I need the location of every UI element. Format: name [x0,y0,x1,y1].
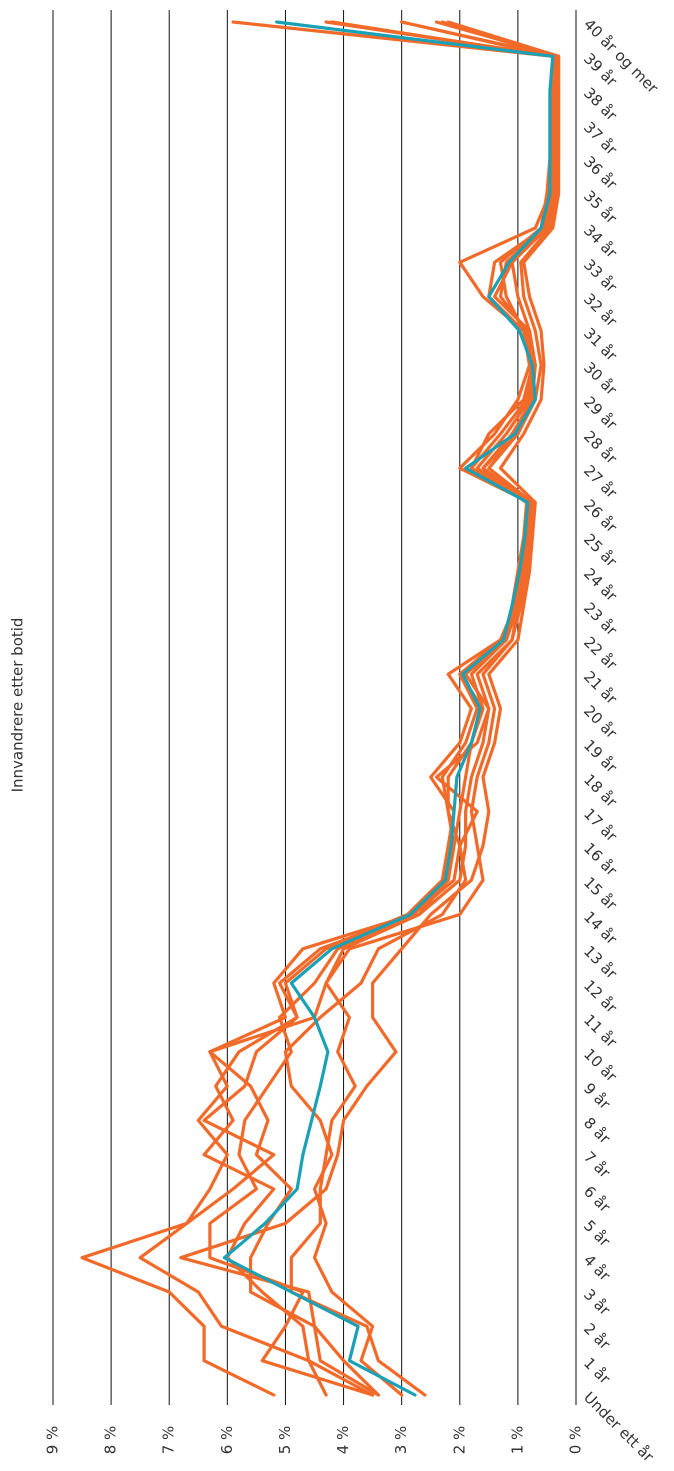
y-tick-label: 2 % [450,1426,468,1455]
x-tick-label: 8 år [580,1114,614,1148]
y-tick-label: 0 % [567,1426,585,1455]
x-tick-label: 21 år [580,667,621,708]
x-tick-label: 27 år [580,462,621,503]
x-tick-label: 23 år [580,599,621,640]
x-tick-label: 28 år [580,427,621,468]
x-tick-label: 5 år [580,1217,614,1251]
y-tick-label: 5 % [276,1426,294,1455]
series-line [208,20,558,1397]
y-tick-label: 3 % [392,1426,410,1455]
x-tick-label: 16 år [580,839,621,880]
y-tick-label: 6 % [218,1426,236,1455]
x-tick-label: 30 år [580,359,621,400]
x-tick-label: 29 år [580,393,621,434]
series-line [179,20,561,1397]
x-tick-label: 13 år [580,942,621,983]
series-line [202,20,555,1397]
x-tick-label: 33 år [580,256,621,297]
chart-title: Innvandrere etter botid [9,618,27,793]
x-tick-label: 32 år [580,290,621,331]
x-tick-label: 6 år [580,1182,614,1216]
series-line [222,20,555,1397]
x-tick-label: 14 år [580,908,621,949]
x-tick-label: 37 år [580,118,621,159]
x-tick-label: 12 år [580,976,621,1017]
y-tick-label: 9 % [44,1426,62,1455]
x-tick-label: 3 år [580,1285,614,1319]
x-tick-label: 15 år [580,873,621,914]
x-tick-label: 7 år [580,1148,614,1182]
x-tick-label: 10 år [580,1045,621,1086]
x-tick-label: 26 år [580,496,621,537]
series-line [289,20,561,1397]
y-tick-label: 8 % [102,1426,120,1455]
x-tick-label: 1 år [580,1354,614,1388]
series-line [80,20,555,1397]
x-tick-label: 31 år [580,324,621,365]
x-tick-label: 34 år [580,221,621,262]
y-tick-label: 7 % [160,1426,178,1455]
series-line [138,20,555,1397]
x-tick-label: 19 år [580,736,621,777]
x-tick-label: 9 år [580,1079,614,1113]
x-tick-label: 20 år [580,702,621,743]
x-tick-label: 18 år [580,770,621,811]
x-tick-label: 22 år [580,633,621,674]
y-tick-label: 1 % [508,1426,526,1455]
x-tick-label: 35 år [580,187,621,228]
x-tick-label: 4 år [580,1251,614,1285]
x-tick-label: 11 år [580,1011,621,1052]
x-tick-label: 2 år [580,1320,614,1354]
x-tick-label: Under ett år [580,1388,658,1466]
y-tick-label: 4 % [334,1426,352,1455]
x-tick-label: 36 år [580,153,621,194]
x-tick-label: 24 år [580,564,621,605]
x-tick-label: 25 år [580,530,621,571]
x-tick-label: 38 år [580,84,621,125]
x-tick-label: 17 år [580,805,621,846]
series-line [208,20,558,1397]
